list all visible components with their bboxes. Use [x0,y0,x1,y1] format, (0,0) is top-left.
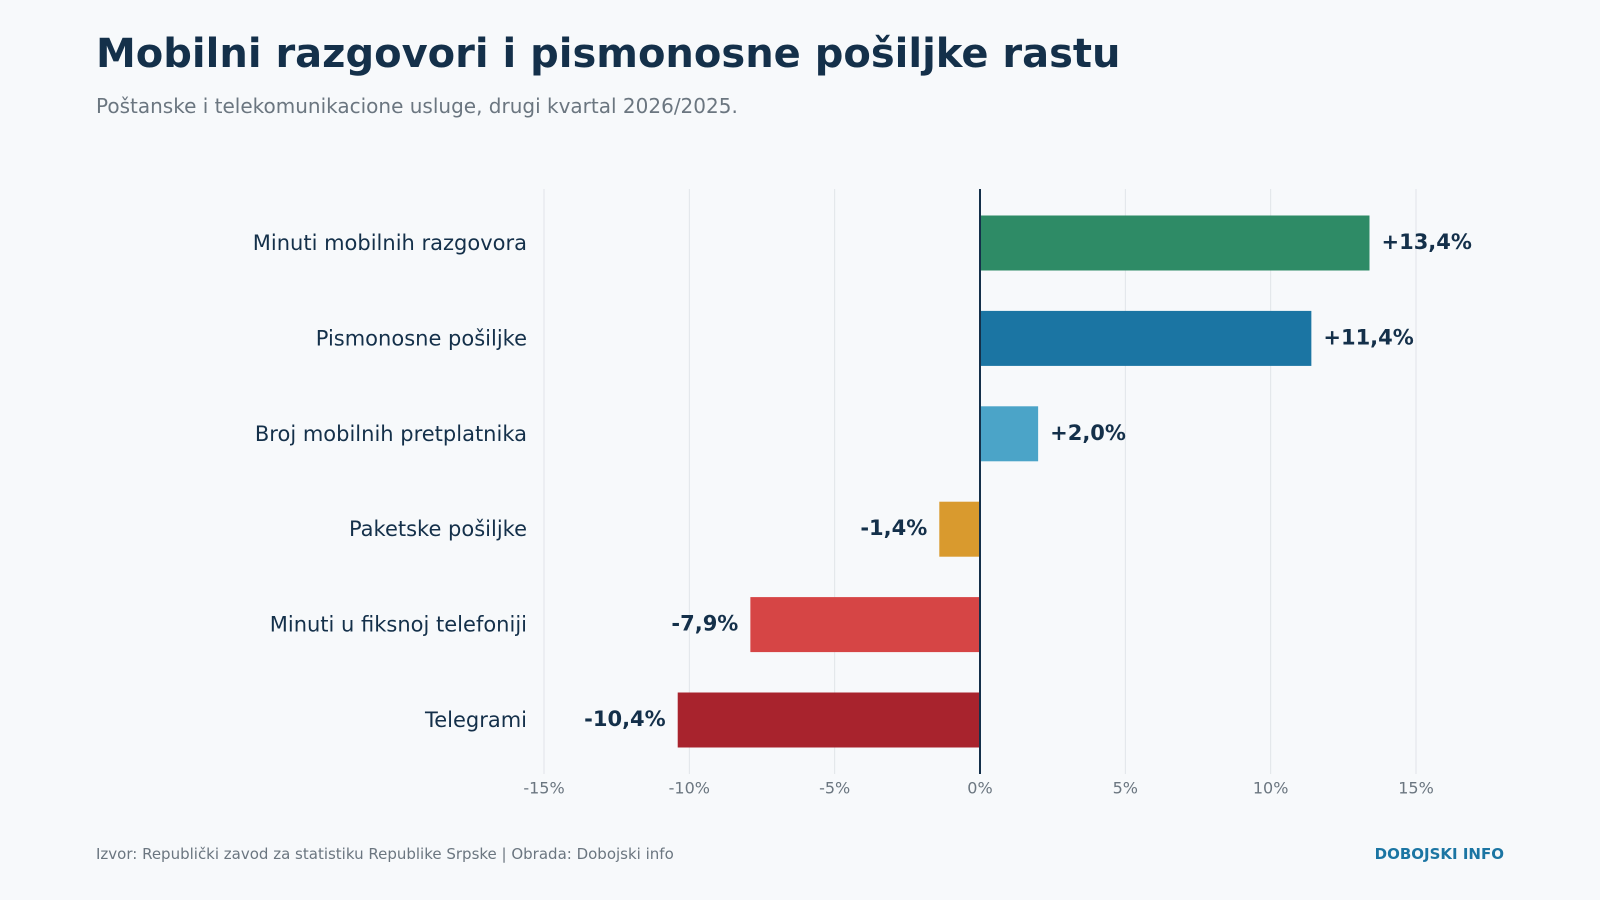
x-tick-label: 0% [967,779,992,798]
bar [980,406,1039,462]
bar [939,501,980,557]
category-label: Minuti mobilnih razgovora [253,231,527,255]
x-tick-label: -15% [523,779,564,798]
category-label: Minuti u fiksnoj telefoniji [270,613,527,637]
brand-logo: DOBOJSKI INFO [1374,845,1504,863]
category-label: Telegrami [424,708,527,732]
chart-subtitle: Poštanske i telekomunikacione usluge, dr… [96,94,738,118]
category-label: Broj mobilnih pretplatnika [255,422,527,446]
category-label: Paketske pošiljke [349,517,527,541]
value-label: +2,0% [1050,421,1126,445]
chart-title: Mobilni razgovori i pismonosne pošiljke … [96,31,1121,77]
value-label: +13,4% [1381,230,1471,254]
source-note: Izvor: Republički zavod za statistiku Re… [96,845,674,863]
value-label: -1,4% [860,516,927,540]
bar [677,692,980,748]
x-tick-label: 5% [1113,779,1138,798]
x-tick-label: -5% [819,779,850,798]
labels: -15% -10% -5% 0% 5% 10% 15% Minuti mobilnih raz… [253,230,1472,798]
x-tick-label: 15% [1398,779,1434,798]
bar [980,215,1370,271]
bar [750,597,980,653]
category-label: Pismonosne pošiljke [316,326,527,350]
value-label: +11,4% [1323,325,1413,349]
x-tick-label: 10% [1253,779,1289,798]
value-label: -7,9% [671,612,738,636]
value-label: -10,4% [584,707,666,731]
bar [980,310,1312,366]
bars [677,215,1370,748]
x-tick-label: -10% [669,779,710,798]
grid-lines [543,189,1417,774]
